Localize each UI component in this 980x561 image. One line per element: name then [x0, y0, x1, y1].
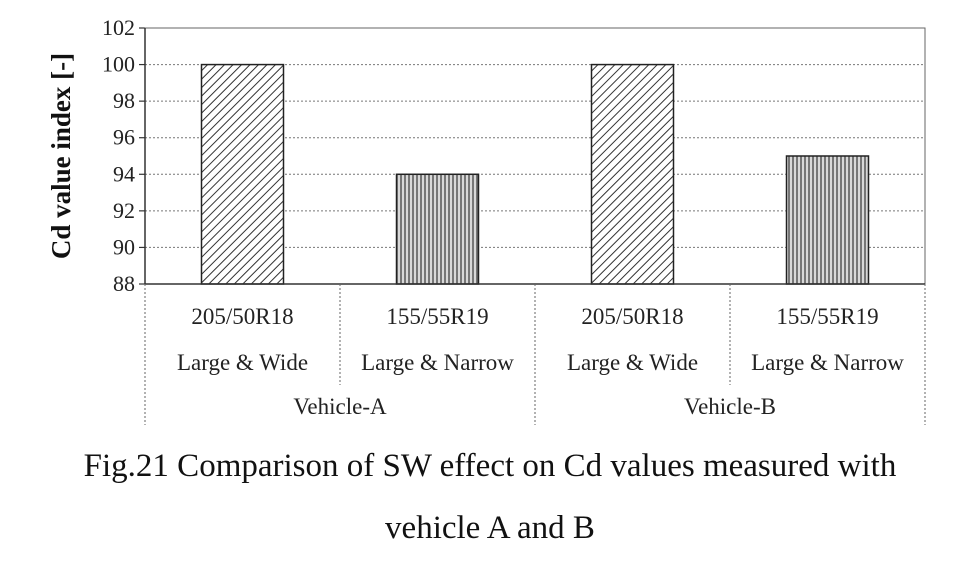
category-type-label: Large & Wide: [567, 350, 698, 375]
y-tick-label: 90: [113, 234, 135, 259]
y-tick-label: 102: [102, 15, 135, 40]
bars: [200, 63, 870, 285]
category-type-label: Large & Narrow: [361, 350, 514, 375]
group-label: Vehicle-B: [684, 394, 776, 419]
y-axis-label: Cd value index [-]: [46, 53, 76, 259]
category-size-label: 155/55R19: [386, 304, 488, 329]
y-tick-label: 100: [102, 52, 135, 77]
y-tick-label: 98: [113, 88, 135, 113]
bar: [785, 155, 870, 285]
category-size-label: 205/50R18: [191, 304, 293, 329]
category-size-label: 205/50R18: [581, 304, 683, 329]
group-label: Vehicle-A: [293, 394, 387, 419]
category-type-label: Large & Wide: [177, 350, 308, 375]
figure-caption-line-1: Fig.21 Comparison of SW effect on Cd val…: [83, 448, 897, 484]
bar: [395, 173, 480, 285]
axes: [139, 27, 926, 425]
bar-chart: 88 90 92 94 96 98 100 102 205/50R18 Large & Wide 1…: [46, 15, 926, 425]
y-tick-label: 92: [113, 198, 135, 223]
bar: [200, 63, 285, 285]
y-tick-label: 94: [113, 161, 135, 186]
figure-caption-line-2: vehicle A and B: [385, 510, 595, 546]
axis-labels: 88 90 92 94 96 98 100 102 205/50R18 Large & Wide 1…: [102, 15, 904, 419]
y-tick-label: 88: [113, 271, 135, 296]
y-tick-label: 96: [113, 125, 135, 150]
category-size-label: 155/55R19: [776, 304, 878, 329]
category-type-label: Large & Narrow: [751, 350, 904, 375]
bar: [590, 63, 675, 285]
